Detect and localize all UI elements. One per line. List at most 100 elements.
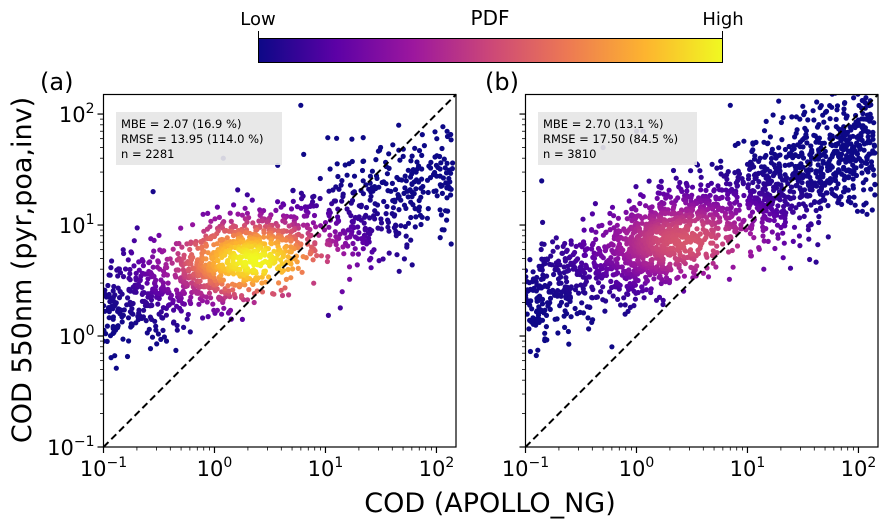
panel-a-data-point (179, 244, 185, 250)
panel-a-data-point (120, 274, 127, 280)
panel-a-x-tick-label: 10−1 (80, 455, 127, 481)
panel-a-data-point (161, 334, 167, 340)
panel-a-data-point (439, 190, 445, 196)
panel-a-data-point (302, 204, 308, 210)
panel-b-data-point (620, 247, 626, 253)
panel-b-data-point (776, 145, 782, 151)
panel-a-data-point (409, 262, 415, 268)
panel-b-data-point (835, 200, 841, 206)
panel-b-data-point (698, 187, 704, 193)
panel-b-data-point (868, 159, 875, 165)
panel-b-data-point (689, 184, 696, 190)
panel-a-data-point (214, 253, 220, 259)
panel-a-data-point (235, 211, 241, 217)
panel-a-data-point (131, 238, 137, 244)
panel-a-data-point (214, 307, 220, 313)
panel-b-data-point (555, 330, 561, 336)
panel-a-data-point (288, 275, 294, 281)
panel-b-data-point (684, 188, 690, 194)
panel-b-data-point (698, 199, 704, 205)
panel-a-data-point (197, 278, 203, 284)
panel-a-data-point (402, 173, 408, 179)
panel-a-data-point (350, 240, 356, 247)
panel-a-data-point (352, 234, 359, 240)
colorbar: PDF Low High (240, 6, 744, 63)
panel-b-data-point (542, 260, 548, 267)
panel-a-data-point (149, 293, 155, 299)
panel-a-data-point (204, 299, 210, 305)
panel-b-data-point (675, 274, 681, 280)
panel-a-data-point (393, 233, 399, 239)
panel-a-data-point (278, 204, 284, 210)
panel-b-data-point (744, 161, 751, 167)
panel-b-data-point (719, 187, 725, 193)
panel-a-data-point (206, 290, 213, 296)
panel-b-data-point (797, 144, 803, 150)
panel-b: (b) MBE = 2.70 (13.1 %) RMSE = 17.50 (84… (485, 68, 879, 481)
panel-a-data-point (207, 277, 213, 284)
panel-b-data-point (797, 194, 803, 200)
panel-b-data-point (792, 134, 798, 140)
panel-a-data-point (221, 305, 227, 311)
panel-b-data-point (615, 296, 621, 302)
panel-a-data-point (349, 219, 355, 225)
panel-a-data-point (326, 213, 332, 219)
panel-a-data-point (239, 212, 245, 218)
panel-a-data-point (130, 300, 136, 307)
panel-a-data-point (224, 235, 230, 241)
panel-b-data-point (568, 314, 574, 320)
panel-a-data-point (367, 197, 373, 203)
panel-a-data-point (208, 295, 214, 301)
panel-a-data-point (149, 334, 156, 340)
panel-b-data-point (613, 279, 620, 285)
panel-a-data-point (418, 185, 424, 191)
panel-a-data-point (392, 187, 399, 193)
panel-b-data-point (746, 78, 751, 83)
panel-a-data-point (283, 276, 289, 282)
panel-a-data-point (227, 210, 233, 216)
panel-b-data-point (607, 220, 613, 226)
panel-b-data-point (759, 219, 765, 225)
panel-a-data-point (288, 206, 295, 212)
panel-b-data-point (597, 248, 603, 254)
panel-b-data-point (568, 284, 574, 290)
panel-b-data-point (563, 275, 569, 281)
panel-b-data-point (818, 205, 824, 212)
panel-a-data-point (116, 266, 122, 272)
panel-a-data-point (413, 186, 419, 192)
panel-a-data-point (314, 253, 320, 259)
panel-a-data-point (147, 346, 154, 352)
panel-a-data-point (367, 257, 373, 263)
panel-b-data-point (713, 235, 719, 241)
panel-b-data-point (861, 147, 867, 153)
panel-b-data-point (804, 207, 810, 213)
panel-b-data-point (564, 279, 570, 285)
panel-a-data-point (160, 327, 166, 333)
panel-a-data-point (326, 224, 332, 230)
panel-b-data-point (850, 170, 856, 177)
panel-a-data-point (405, 167, 411, 173)
panel-b-data-point (576, 290, 582, 296)
panel-b-data-point (842, 185, 848, 191)
panel-b-data-point (619, 264, 625, 270)
panel-b-data-point (723, 235, 729, 241)
panel-a-data-point (443, 170, 450, 176)
panel-a-data-point (313, 224, 319, 230)
panel-a-data-point (416, 197, 422, 204)
panel-a-data-point (222, 228, 228, 234)
panel-a-data-point (398, 197, 404, 203)
panel-a-data-point (367, 215, 373, 221)
panel-b-data-point (591, 260, 597, 266)
panel-b-data-point (841, 173, 847, 179)
panel-b-data-point (781, 240, 787, 246)
panel-b-data-point (745, 184, 751, 191)
panel-b-data-point (730, 224, 737, 230)
panel-b-data-point (547, 281, 553, 287)
panel-a-data-point (288, 214, 294, 220)
panel-a-data-point (338, 182, 344, 188)
panel-a-data-point (163, 312, 169, 318)
panel-b-data-point (865, 169, 871, 175)
panel-a-data-point (381, 198, 387, 205)
panel-a-data-point (295, 225, 301, 231)
panel-a-data-point (188, 261, 194, 267)
